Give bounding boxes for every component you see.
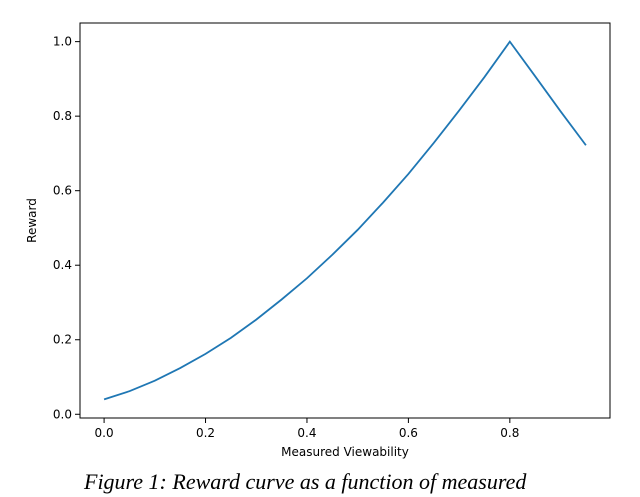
y-tick-label: 0.6: [53, 184, 72, 198]
x-tick-label: 0.0: [95, 426, 114, 440]
figure-caption: Figure 1: Reward curve as a function of …: [84, 469, 527, 494]
x-tick-label: 0.4: [297, 426, 316, 440]
axis-ticks: 0.0 0.2 0.4 0.6 0.8 0.0 0.2 0.4 0.6 0.8 1.0: [53, 35, 519, 440]
series-line: [103, 40, 587, 401]
y-axis-label: Reward: [25, 198, 39, 243]
x-tick-label: 0.6: [399, 426, 418, 440]
y-tick-label: 0.0: [53, 407, 72, 421]
y-tick-label: 0.4: [53, 258, 72, 272]
axes-frame: [79, 22, 611, 419]
plot-area: [103, 40, 587, 401]
y-tick-label: 0.8: [53, 109, 72, 123]
x-axis-label: Measured Viewability: [281, 445, 409, 459]
y-tick-label: 1.0: [53, 35, 72, 49]
chart: 0.0 0.2 0.4 0.6 0.8 0.0 0.2 0.4 0.6 0.8 1.0 Measur…: [25, 22, 611, 459]
y-tick-label: 0.2: [53, 333, 72, 347]
x-tick-label: 0.2: [196, 426, 215, 440]
x-tick-label: 0.8: [500, 426, 519, 440]
